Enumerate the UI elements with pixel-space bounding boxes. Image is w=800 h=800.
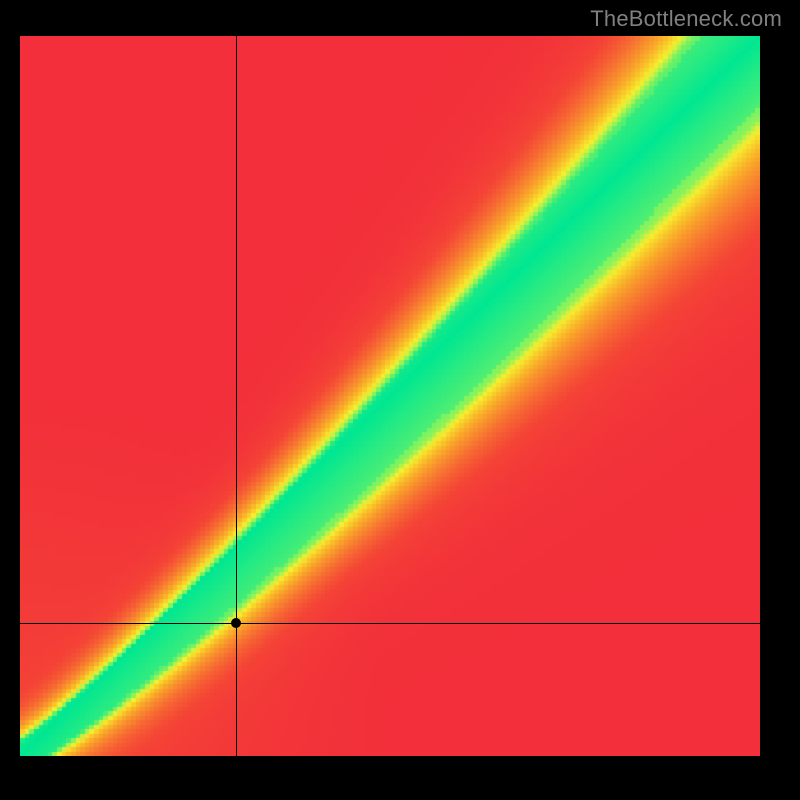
attribution-label: TheBottleneck.com — [590, 6, 782, 32]
chart-frame: TheBottleneck.com — [0, 0, 800, 800]
heatmap-plot — [20, 36, 760, 756]
heatmap-canvas — [20, 36, 760, 756]
crosshair-horizontal — [20, 623, 760, 624]
marker-dot — [231, 618, 241, 628]
crosshair-vertical — [236, 36, 237, 756]
